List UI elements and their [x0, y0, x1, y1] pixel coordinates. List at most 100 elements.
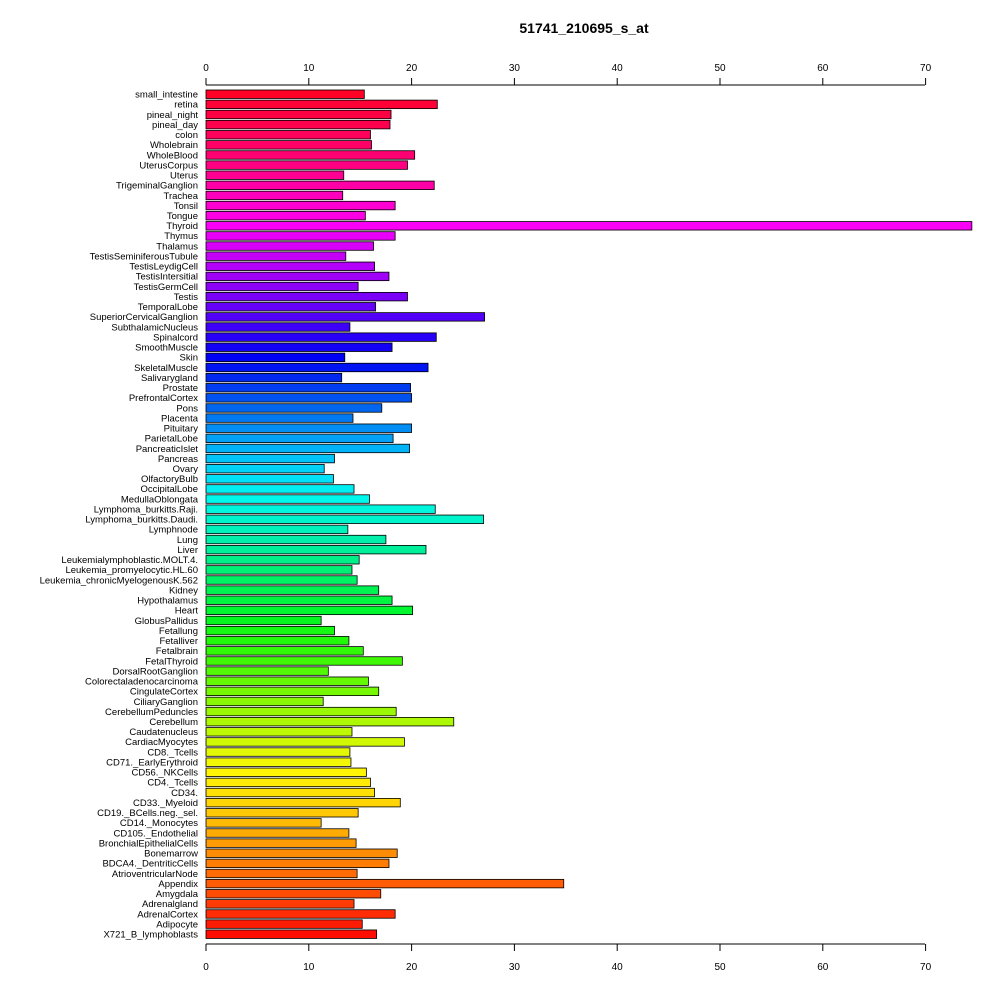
top-tick-label-0: 0: [203, 63, 209, 74]
category-label-Thyroid: Thyroid: [166, 221, 198, 232]
category-label-CD19._BCells.neg._sel.: CD19._BCells.neg._sel.: [97, 808, 198, 819]
bar-Spinalcord: [205, 332, 437, 342]
category-label-PancreaticIslet: PancreaticIslet: [136, 444, 199, 455]
bar-TemporalLobe: [205, 302, 377, 312]
bar-Adipocyte: [205, 919, 363, 929]
category-label-Skin: Skin: [180, 353, 198, 364]
category-label-Thalamus: Thalamus: [156, 241, 198, 252]
category-label-CD14._Monocytes: CD14._Monocytes: [120, 818, 198, 829]
category-label-X721_B_lymphoblasts: X721_B_lymphoblasts: [103, 930, 198, 941]
bar-FetalThyroid: [205, 656, 403, 666]
bottom-tick-label-40: 40: [612, 962, 624, 973]
category-label-OlfactoryBulb: OlfactoryBulb: [141, 474, 198, 485]
category-label-Prostate: Prostate: [163, 383, 198, 394]
bar-Thymus: [205, 231, 396, 241]
bar-WholeBlood: [205, 150, 416, 160]
category-label-Lymphoma_burkitts.Daudi.: Lymphoma_burkitts.Daudi.: [85, 515, 198, 526]
category-label-Liver: Liver: [177, 545, 198, 556]
category-label-Tonsil: Tonsil: [174, 201, 198, 212]
category-label-SubthalamicNucleus: SubthalamicNucleus: [111, 322, 198, 333]
top-tick-label-20: 20: [406, 63, 418, 74]
bar-CD33._Myeloid: [205, 798, 401, 808]
bar-BronchialEpithelialCells: [205, 838, 357, 848]
bar-X721_B_lymphoblasts: [205, 929, 378, 939]
bar-Leukemialymphoblastic.MOLT.4.: [205, 555, 360, 565]
category-label-AdrenalCortex: AdrenalCortex: [137, 909, 198, 920]
category-label-Uterus: Uterus: [170, 171, 198, 182]
bar-Pons: [205, 403, 383, 413]
bar-SmoothMuscle: [205, 342, 393, 352]
bar-Wholebrain: [205, 140, 372, 150]
bar-GlobusPallidus: [205, 615, 322, 626]
category-label-Thymus: Thymus: [164, 231, 198, 242]
bar-Skin: [205, 352, 346, 363]
category-label-colon: colon: [175, 130, 198, 141]
bar-SuperiorCervicalGanglion: [205, 312, 485, 322]
bar-Thyroid: [205, 221, 973, 231]
category-label-Appendix: Appendix: [158, 879, 198, 890]
bar-small_intestine: [205, 89, 365, 99]
bar-MedullaOblongata: [205, 494, 370, 504]
bar-Leukemia_promyelocytic.HL.60: [205, 565, 353, 575]
category-label-Lung: Lung: [177, 535, 198, 546]
category-label-Salivarygland: Salivarygland: [141, 373, 198, 384]
bar-CardiacMyocytes: [205, 737, 405, 747]
category-label-DorsalRootGanglion: DorsalRootGanglion: [112, 666, 198, 677]
bar-Prostate: [205, 383, 411, 393]
category-label-Leukemia_chronicMyelogenousK.562: Leukemia_chronicMyelogenousK.562: [40, 575, 198, 586]
bar-CD8._Tcells: [205, 747, 351, 757]
bar-OlfactoryBulb: [205, 474, 334, 484]
category-label-Lymphoma_burkitts.Raji.: Lymphoma_burkitts.Raji.: [94, 504, 198, 515]
category-label-pineal_day: pineal_day: [152, 120, 198, 131]
bar-CingulateCortex: [205, 686, 380, 696]
bar-Fetalbrain: [205, 646, 364, 656]
bar-Fetallung: [205, 625, 335, 636]
category-label-Spinalcord: Spinalcord: [153, 332, 198, 343]
bar-CD71._EarlyErythroid: [205, 757, 352, 767]
category-label-Ovary: Ovary: [173, 464, 199, 475]
bar-Testis: [205, 291, 408, 302]
bar-AtrioventricularNode: [205, 868, 358, 879]
category-label-CD8._Tcells: CD8._Tcells: [147, 747, 198, 758]
bar-SkeletalMuscle: [205, 362, 429, 373]
top-tick-label-10: 10: [303, 63, 315, 74]
category-label-TestisSeminiferousTubule: TestisSeminiferousTubule: [90, 251, 198, 262]
bar-Appendix: [205, 878, 565, 889]
category-label-CardiacMyocytes: CardiacMyocytes: [125, 737, 198, 748]
bar-Lymphnode: [205, 524, 349, 535]
category-label-FetalThyroid: FetalThyroid: [145, 656, 198, 667]
category-label-Adrenalgland: Adrenalgland: [142, 899, 198, 910]
category-label-UterusCorpus: UterusCorpus: [139, 160, 198, 171]
bar-Pancreas: [205, 453, 335, 464]
category-label-ParietalLobe: ParietalLobe: [145, 434, 198, 445]
category-label-CiliaryGanglion: CiliaryGanglion: [134, 697, 198, 708]
category-label-PrefrontalCortex: PrefrontalCortex: [129, 393, 198, 404]
bar-Lymphoma_burkitts.Daudi.: [205, 514, 484, 524]
bar-pineal_night: [205, 109, 392, 120]
category-label-CingulateCortex: CingulateCortex: [130, 687, 198, 698]
bar-BDCA4._DentriticCells: [205, 858, 390, 869]
bar-Fetalliver: [205, 636, 350, 646]
bar-Placenta: [205, 413, 354, 423]
category-label-Leukemialymphoblastic.MOLT.4.: Leukemialymphoblastic.MOLT.4.: [61, 555, 198, 566]
bar-TestisSeminiferousTubule: [205, 251, 347, 261]
bar-colon: [205, 130, 371, 140]
category-label-Heart: Heart: [175, 606, 199, 617]
bottom-tick-label-70: 70: [920, 962, 932, 973]
category-label-small_intestine: small_intestine: [135, 90, 198, 101]
bar-Caudatenucleus: [205, 727, 353, 737]
category-label-Caudatenucleus: Caudatenucleus: [129, 727, 198, 738]
bar-Amygdala: [205, 889, 382, 899]
bottom-tick-label-50: 50: [714, 962, 726, 973]
bar-Salivarygland: [205, 372, 343, 383]
top-axis-ticks: 0 10 20 30 40 50 60 70: [203, 63, 932, 85]
category-label-Pituitary: Pituitary: [164, 424, 199, 435]
bar-Adrenalgland: [205, 899, 355, 909]
bar-CD34.: [205, 787, 375, 798]
bar-Lymphoma_burkitts.Raji.: [205, 504, 436, 514]
bar-Lung: [205, 534, 387, 545]
category-label-Colorectaladenocarcinoma: Colorectaladenocarcinoma: [85, 677, 199, 688]
category-label-Hypothalamus: Hypothalamus: [137, 596, 198, 607]
category-label-Pons: Pons: [176, 403, 198, 414]
